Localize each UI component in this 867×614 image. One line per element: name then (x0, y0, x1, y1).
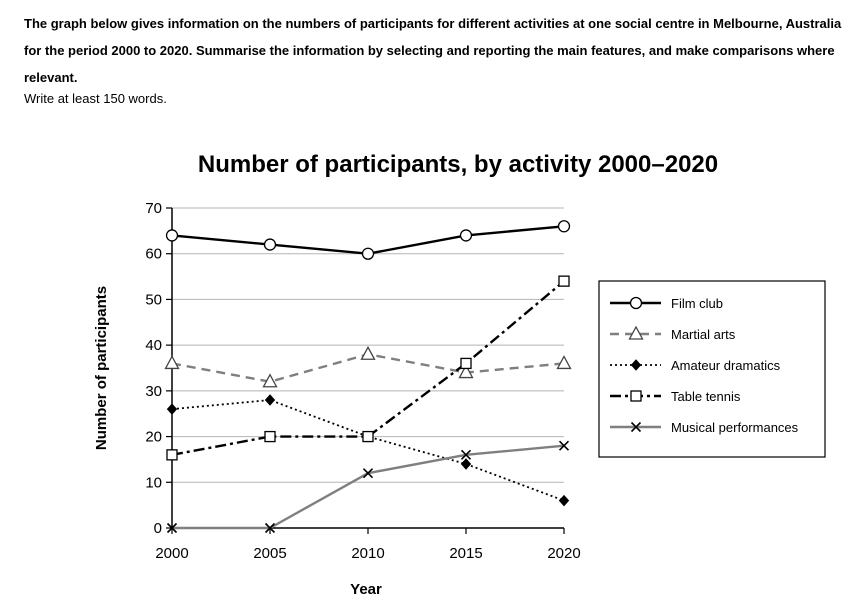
legend-item: Amateur dramatics (610, 358, 781, 373)
data-point (460, 458, 472, 470)
data-point (558, 494, 570, 507)
x-tick-label: 2005 (253, 545, 286, 562)
data-point (460, 357, 472, 370)
data-point (166, 449, 178, 461)
legend-item: Martial arts (610, 325, 736, 342)
series-martial-arts (164, 345, 572, 388)
x-tick-label: 2000 (155, 545, 188, 562)
data-point (458, 364, 474, 379)
series-film-club (165, 220, 571, 260)
data-point (362, 468, 374, 479)
legend: Film club Martial arts Amateur dramatics Ta… (598, 280, 826, 458)
legend-item: Film club (610, 296, 723, 311)
data-point (459, 229, 473, 242)
data-point (630, 359, 642, 371)
data-point (556, 355, 572, 370)
legend-label: Amateur dramatics (671, 358, 781, 373)
data-point (264, 430, 276, 443)
series-line (172, 444, 565, 530)
legend-item: Table tennis (610, 389, 741, 404)
x-tick-label: 2010 (351, 545, 384, 562)
y-axis-title: Number of participants (93, 286, 110, 450)
task-prompt: The graph below gives information on the… (24, 10, 854, 108)
data-point (164, 355, 180, 370)
series-line (171, 280, 565, 457)
y-tick-label: 10 (145, 474, 162, 491)
legend-label: Musical performances (671, 420, 799, 435)
data-point (360, 345, 376, 360)
y-tick-label: 70 (145, 200, 162, 217)
data-point (262, 373, 278, 388)
legend-label: Martial arts (671, 327, 736, 342)
data-point (264, 522, 276, 534)
task-description: The graph below gives information on the… (24, 16, 842, 85)
series-line (171, 399, 565, 502)
data-point (165, 229, 179, 242)
y-tick-label: 20 (145, 429, 162, 446)
data-point (263, 238, 277, 251)
x-tick-label: 2015 (449, 545, 482, 562)
series-musical-performances (166, 440, 570, 534)
data-point (166, 522, 178, 534)
y-tick-label: 0 (154, 520, 162, 537)
data-point (630, 421, 642, 433)
data-point (166, 403, 178, 415)
x-axis-title: Year (350, 581, 382, 598)
data-point (630, 390, 642, 402)
legend-label: Film club (671, 296, 723, 311)
data-point (558, 275, 570, 287)
legend-label: Table tennis (671, 389, 741, 404)
chart-title: Number of participants, by activity 2000… (198, 151, 718, 178)
data-point (628, 325, 644, 340)
data-point (558, 440, 570, 451)
legend-item: Musical performances (610, 420, 799, 435)
data-point (362, 430, 374, 443)
data-point (557, 220, 571, 233)
y-tick-label: 50 (145, 291, 162, 308)
data-point (629, 296, 643, 310)
data-point (264, 394, 276, 406)
data-point (361, 247, 375, 260)
series-table-tennis (166, 275, 570, 461)
word-count-instruction: Write at least 150 words. (24, 91, 167, 106)
data-point (460, 449, 472, 460)
y-tick-label: 30 (145, 383, 162, 400)
y-tick-label: 40 (145, 337, 162, 354)
x-tick-label: 2020 (547, 545, 580, 562)
y-tick-label: 60 (145, 246, 162, 263)
